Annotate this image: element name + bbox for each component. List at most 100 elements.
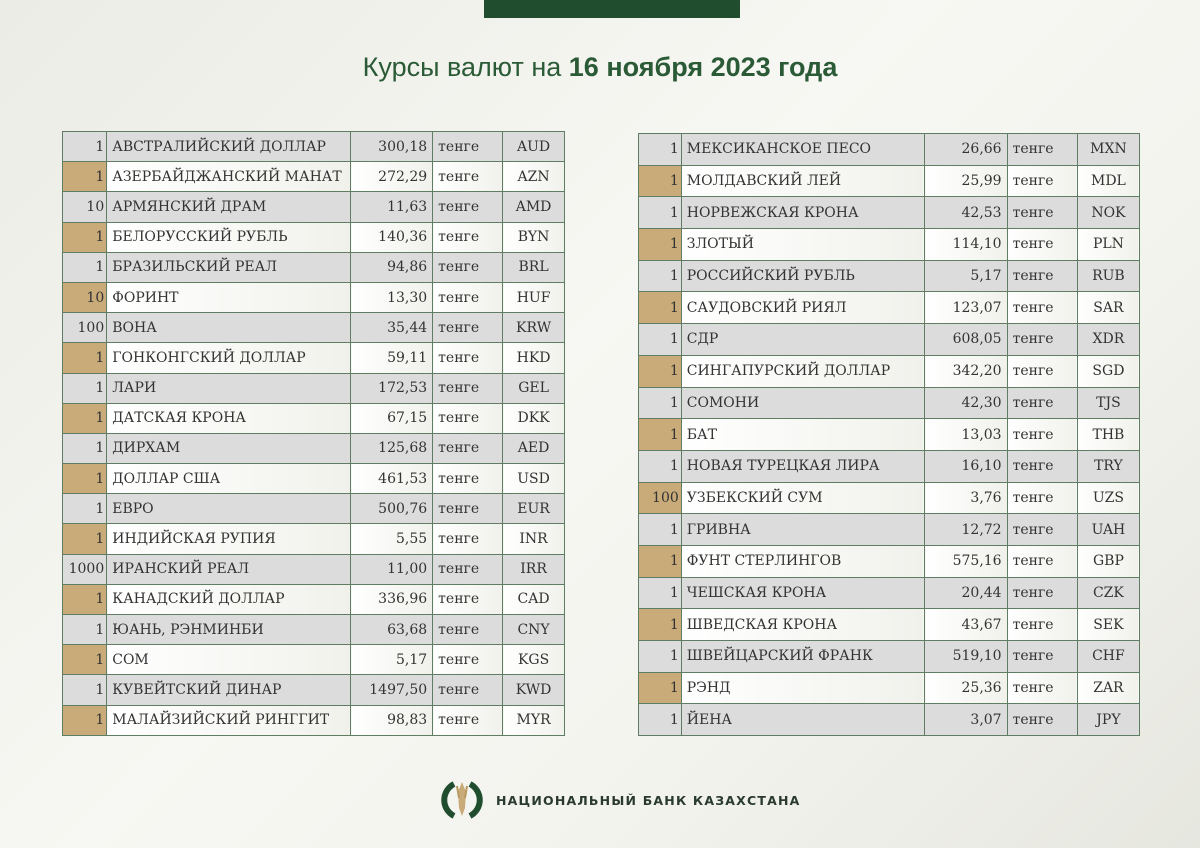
currency-name-cell: ЙЕНА <box>680 703 926 737</box>
currency-code-cell: HUF <box>502 281 565 314</box>
unit-label-cell: тенге <box>432 553 504 585</box>
currency-name-cell: ДАТСКАЯ КРОНА <box>106 402 352 434</box>
currency-name-cell: УЗБЕКСКИЙ СУМ <box>680 481 926 515</box>
currency-name-cell: МАЛАЙЗИЙСКИЙ РИНГГИТ <box>106 704 352 736</box>
unit-label-cell: тенге <box>432 432 504 465</box>
currency-code-cell: AED <box>502 432 565 465</box>
units-cell: 1 <box>61 644 108 676</box>
rate-cell: 25,99 <box>924 164 1008 198</box>
currency-code-cell: AUD <box>502 130 565 163</box>
rate-cell: 114,10 <box>924 228 1008 261</box>
rate-cell: 20,44 <box>924 576 1008 610</box>
rate-cell: 43,67 <box>924 608 1008 641</box>
table-row: 1 БАТ 13,03 тенге THB <box>638 418 1141 451</box>
title-prefix: Курсы валют на <box>362 52 562 82</box>
rates-table-right: 1 МЕКСИКАНСКОЕ ПЕСО 26,66 тенге MXN 1 МОЛДАВСК… <box>638 133 1141 737</box>
unit-label-cell: тенге <box>432 493 504 525</box>
rate-cell: 575,16 <box>924 544 1008 578</box>
table-row: 1 ДОЛЛАР США 461,53 тенге USD <box>61 463 565 495</box>
table-row: 1 БРАЗИЛЬСКИЙ РЕАЛ 94,86 тенге BRL <box>61 251 565 283</box>
rate-cell: 11,00 <box>350 553 434 585</box>
rate-cell: 42,30 <box>924 386 1008 420</box>
currency-code-cell: KRW <box>502 312 565 344</box>
currency-name-cell: ИРАНСКИЙ РЕАЛ <box>106 553 352 585</box>
currency-name-cell: ЗЛОТЫЙ <box>680 228 926 261</box>
unit-label-cell: тенге <box>1006 449 1078 483</box>
currency-name-cell: НОРВЕЖСКАЯ КРОНА <box>680 196 926 230</box>
currency-code-cell: MDL <box>1076 164 1141 198</box>
currency-code-cell: CAD <box>502 583 565 616</box>
units-cell: 100 <box>61 312 108 344</box>
units-cell: 1 <box>638 386 682 420</box>
rate-cell: 59,11 <box>350 342 434 374</box>
currency-name-cell: МОЛДАВСКИЙ ЛЕЙ <box>680 164 926 198</box>
unit-label-cell: тенге <box>1006 576 1078 610</box>
unit-label-cell: тенге <box>1006 671 1078 705</box>
table-row: 1 РЭНД 25,36 тенге ZAR <box>638 671 1141 705</box>
currency-name-cell: АРМЯНСКИЙ ДРАМ <box>106 191 352 223</box>
unit-label-cell: тенге <box>1006 259 1078 293</box>
units-cell: 1 <box>61 251 108 283</box>
rate-cell: 1497,50 <box>350 674 434 706</box>
unit-label-cell: тенге <box>432 674 504 706</box>
currency-code-cell: CNY <box>502 613 565 646</box>
unit-label-cell: тенге <box>432 161 504 193</box>
currency-name-cell: СОМ <box>106 644 352 676</box>
unit-label-cell: тенге <box>1006 228 1078 261</box>
table-row: 1 ЗЛОТЫЙ 114,10 тенге PLN <box>638 228 1141 261</box>
table-row: 1 МОЛДАВСКИЙ ЛЕЙ 25,99 тенге MDL <box>638 164 1141 198</box>
currency-code-cell: SEK <box>1076 608 1141 641</box>
unit-label-cell: тенге <box>432 130 504 163</box>
units-cell: 1 <box>61 372 108 404</box>
rate-cell: 94,86 <box>350 251 434 283</box>
currency-code-cell: CHF <box>1076 640 1141 673</box>
unit-label-cell: тенге <box>432 281 504 314</box>
table-row: 1 ГРИВНА 12,72 тенге UAH <box>638 513 1141 546</box>
table-row: 1 ИНДИЙСКАЯ РУПИЯ 5,55 тенге INR <box>61 523 565 555</box>
unit-label-cell: тенге <box>432 704 504 736</box>
unit-label-cell: тенге <box>432 312 504 344</box>
unit-label-cell: тенге <box>432 251 504 283</box>
currency-code-cell: MYR <box>502 704 565 736</box>
table-row: 100 УЗБЕКСКИЙ СУМ 3,76 тенге UZS <box>638 481 1141 515</box>
currency-code-cell: HKD <box>502 342 565 374</box>
currency-name-cell: ФОРИНТ <box>106 281 352 314</box>
currency-code-cell: BRL <box>502 251 565 283</box>
units-cell: 1 <box>61 161 108 193</box>
unit-label-cell: тенге <box>1006 354 1078 388</box>
unit-label-cell: тенге <box>1006 133 1078 166</box>
units-cell: 1 <box>638 323 682 356</box>
units-cell: 1 <box>638 196 682 230</box>
currency-code-cell: AZN <box>502 161 565 193</box>
table-row: 1 АЗЕРБАЙДЖАНСКИЙ МАНАТ 272,29 тенге AZN <box>61 161 565 193</box>
units-cell: 1 <box>638 608 682 641</box>
rate-cell: 608,05 <box>924 323 1008 356</box>
unit-label-cell: тенге <box>1006 196 1078 230</box>
currency-name-cell: НОВАЯ ТУРЕЦКАЯ ЛИРА <box>680 449 926 483</box>
currency-name-cell: АЗЕРБАЙДЖАНСКИЙ МАНАТ <box>106 161 352 193</box>
currency-code-cell: EUR <box>502 493 565 525</box>
currency-code-cell: BYN <box>502 221 565 253</box>
table-row: 1 ФУНТ СТЕРЛИНГОВ 575,16 тенге GBP <box>638 544 1141 578</box>
units-cell: 1 <box>638 703 682 737</box>
currency-name-cell: РЭНД <box>680 671 926 705</box>
unit-label-cell: тенге <box>432 583 504 616</box>
table-row: 1 ЮАНЬ, РЭНМИНБИ 63,68 тенге CNY <box>61 613 565 646</box>
currency-name-cell: КАНАДСКИЙ ДОЛЛАР <box>106 583 352 616</box>
currency-name-cell: СИНГАПУРСКИЙ ДОЛЛАР <box>680 354 926 388</box>
currency-name-cell: ЮАНЬ, РЭНМИНБИ <box>106 613 352 646</box>
currency-code-cell: THB <box>1076 418 1141 451</box>
rate-cell: 11,63 <box>350 191 434 223</box>
table-row: 1 ЕВРО 500,76 тенге EUR <box>61 493 565 525</box>
currency-name-cell: БЕЛОРУССКИЙ РУБЛЬ <box>106 221 352 253</box>
currency-code-cell: CZK <box>1076 576 1141 610</box>
table-row: 1 БЕЛОРУССКИЙ РУБЛЬ 140,36 тенге BYN <box>61 221 565 253</box>
unit-label-cell: тенге <box>1006 640 1078 673</box>
currency-name-cell: КУВЕЙТСКИЙ ДИНАР <box>106 674 352 706</box>
currency-name-cell: СДР <box>680 323 926 356</box>
units-cell: 1 <box>638 291 682 325</box>
unit-label-cell: тенге <box>432 402 504 434</box>
currency-code-cell: TRY <box>1076 449 1141 483</box>
currency-name-cell: ДИРХАМ <box>106 432 352 465</box>
unit-label-cell: тенге <box>432 613 504 646</box>
